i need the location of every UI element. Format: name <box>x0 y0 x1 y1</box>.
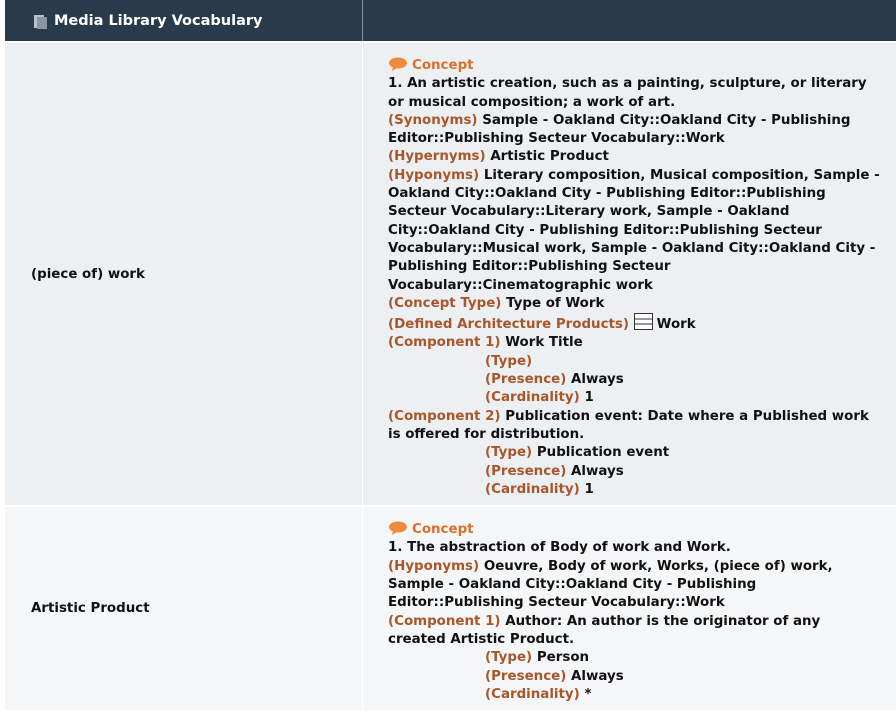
field: (Type) <box>388 353 882 371</box>
field-label: (Synonyms) <box>388 112 478 128</box>
field: (Cardinality) 1 <box>388 481 882 499</box>
field-label: (Hypernyms) <box>388 149 486 165</box>
table-row: Artistic Product Concept 1. The abstractio… <box>5 507 896 711</box>
field-label: (Type) <box>485 445 533 461</box>
field-label: (Component 1) <box>388 335 501 351</box>
field: (Cardinality) * <box>388 686 882 704</box>
field-label: (Presence) <box>485 463 567 479</box>
term-cell: Artistic Product <box>5 507 362 711</box>
field-label: (Cardinality) <box>485 481 580 497</box>
field: (Cardinality) 1 <box>388 389 882 407</box>
field: (Hyponyms) Literary composition, Musical… <box>388 167 882 295</box>
definition: 1. The abstraction of Body of work and W… <box>388 540 731 556</box>
term: (piece of) work <box>31 266 145 282</box>
field: (Presence) Always <box>388 668 882 686</box>
field-value: Person <box>536 650 590 666</box>
field: (Defined Architecture Products) Work <box>388 313 882 334</box>
field-value: 1 <box>584 481 594 497</box>
field: (Component 2) Publication event: Date wh… <box>388 408 882 445</box>
table-body: (piece of) work Concept 1. An artistic cre… <box>5 43 896 711</box>
field: (Presence) Always <box>388 371 882 389</box>
field: (Type) Publication event <box>388 444 882 462</box>
field-value: 1 <box>584 390 594 406</box>
field-value: Work <box>656 317 696 333</box>
header-cell <box>362 0 896 41</box>
kind-line: Concept <box>388 57 882 75</box>
concept-icon <box>389 57 407 71</box>
field-value: Publication event <box>536 445 670 461</box>
field-label: (Presence) <box>485 668 567 684</box>
vocabulary-table: Media Library Vocabulary (piece of) work… <box>5 0 896 711</box>
definition: 1. An artistic creation, such as a paint… <box>388 76 867 110</box>
field-label: (Component 2) <box>388 408 501 424</box>
kind: Concept <box>412 522 474 538</box>
field-value: Oeuvre, Body of work, Works, (piece of) … <box>388 558 833 611</box>
description-cell: Concept 1. An artistic creation, such as … <box>363 43 896 506</box>
field-label: (Cardinality) <box>485 686 580 702</box>
field-value: Sample - Oakland City::Oakland City - Pu… <box>388 112 851 147</box>
header-cell: Media Library Vocabulary <box>5 0 362 41</box>
field-value: Type of Work <box>506 295 605 311</box>
field-value: Artistic Product <box>490 149 609 165</box>
field: (Type) Person <box>388 649 882 667</box>
field-label: (Defined Architecture Products) <box>388 317 629 333</box>
term: Artistic Product <box>31 601 150 617</box>
field: (Component 1) Work Title <box>388 334 882 352</box>
field-value: * <box>584 686 592 702</box>
field-value: Work Title <box>505 335 583 351</box>
header-title: Media Library Vocabulary <box>54 12 263 29</box>
field: (Hypernyms) Artistic Product <box>388 148 882 166</box>
field-value: Literary composition, Musical compositio… <box>388 167 880 293</box>
field-label: (Concept Type) <box>388 295 502 311</box>
field-label: (Component 1) <box>388 613 501 629</box>
field: (Synonyms) Sample - Oakland City::Oaklan… <box>388 112 882 149</box>
field-value: Publication event: Date where a Publishe… <box>388 408 869 442</box>
description-cell: Concept 1. The abstraction of Body of wor… <box>363 507 896 711</box>
table-header: Media Library Vocabulary <box>5 0 896 41</box>
field-label: (Cardinality) <box>485 390 580 406</box>
table-icon <box>633 313 653 331</box>
field-value: Author: An author is the originator of a… <box>388 613 821 647</box>
kind: Concept <box>412 58 474 73</box>
field-label: (Type) <box>485 650 533 666</box>
field: (Concept Type) Type of Work <box>388 295 882 313</box>
field-value: Always <box>571 463 624 479</box>
concept-icon <box>389 521 407 536</box>
field: (Hyponyms) Oeuvre, Body of work, Works, … <box>388 558 882 613</box>
field: (Component 1) Author: An author is the o… <box>388 613 882 650</box>
table-row: (piece of) work Concept 1. An artistic cre… <box>5 43 896 506</box>
field-value: Always <box>571 668 624 684</box>
kind-line: Concept <box>388 521 882 539</box>
term-cell: (piece of) work <box>5 43 362 506</box>
field-label: (Presence) <box>485 372 567 388</box>
field-value: Always <box>571 372 624 388</box>
book-icon <box>34 14 47 29</box>
field-label: (Type) <box>485 353 533 369</box>
field: (Presence) Always <box>388 463 882 481</box>
field-label: (Hyponyms) <box>388 167 480 183</box>
field-label: (Hyponyms) <box>388 558 480 574</box>
